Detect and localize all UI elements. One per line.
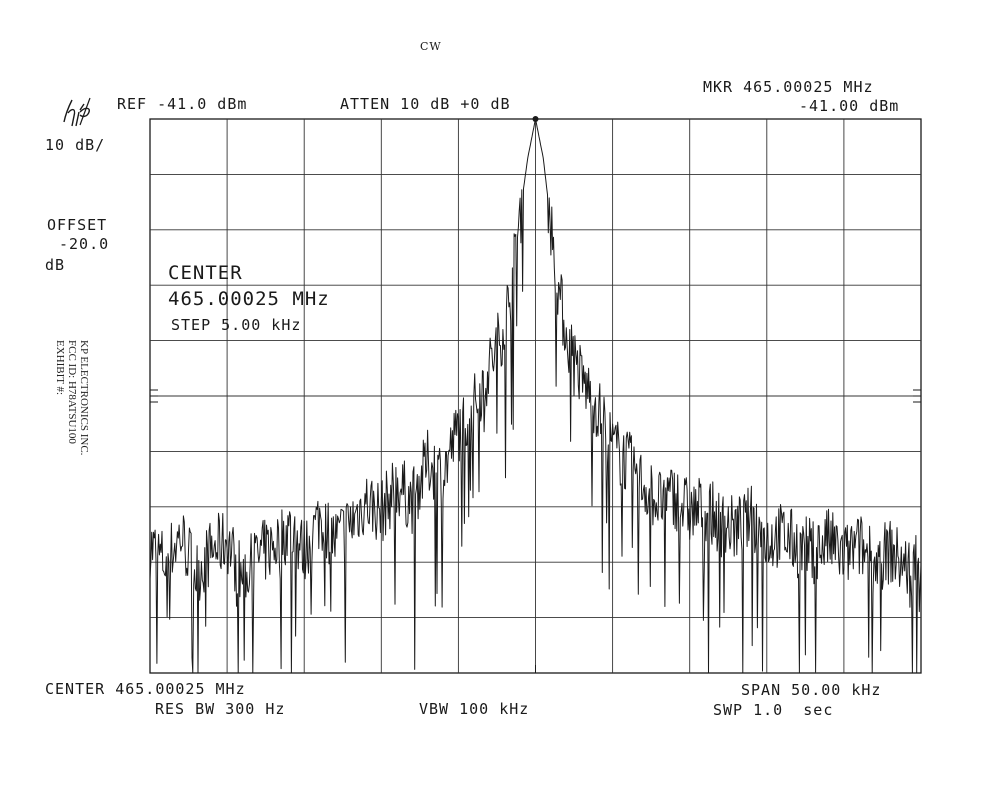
marker-frequency: MKR 465.00025 MHz bbox=[703, 78, 874, 96]
peak-marker bbox=[532, 116, 539, 122]
sweep-time: SWP 1.0 sec bbox=[713, 701, 834, 719]
marker-level: -41.00 dBm bbox=[799, 97, 900, 115]
hp-logo bbox=[63, 97, 91, 127]
offset-label: OFFSET bbox=[47, 216, 108, 234]
vertical-scale: 10 dB/ bbox=[45, 136, 106, 154]
span: SPAN 50.00 kHz bbox=[741, 681, 882, 699]
exhibit-stamp: KP ELECTRONICS INC. FCC ID: H78ATSU100 E… bbox=[30, 340, 90, 480]
resolution-bandwidth: RES BW 300 Hz bbox=[155, 700, 286, 718]
center-label-overlay: CENTER bbox=[168, 262, 243, 284]
video-bandwidth: VBW 100 kHz bbox=[419, 700, 530, 718]
exhibit-line-number: EXHIBIT #: bbox=[54, 340, 66, 396]
exhibit-line-company: KP ELECTRONICS INC. bbox=[78, 340, 90, 456]
exhibit-line-fcc: FCC ID: H78ATSU100 bbox=[66, 340, 78, 444]
center-frequency: CENTER 465.00025 MHz bbox=[45, 680, 246, 698]
mode-label: CW bbox=[420, 40, 442, 53]
reference-level: REF -41.0 dBm bbox=[117, 95, 248, 113]
reference-level-ticks bbox=[150, 389, 921, 673]
offset-value: -20.0 bbox=[59, 235, 110, 253]
chart-grid bbox=[149, 118, 922, 674]
marker-layer bbox=[532, 116, 539, 122]
center-value-overlay: 465.00025 MHz bbox=[168, 288, 330, 310]
attenuation: ATTEN 10 dB +0 dB bbox=[340, 95, 511, 113]
step-size: STEP 5.00 kHz bbox=[171, 316, 302, 334]
offset-unit: dB bbox=[45, 256, 66, 274]
